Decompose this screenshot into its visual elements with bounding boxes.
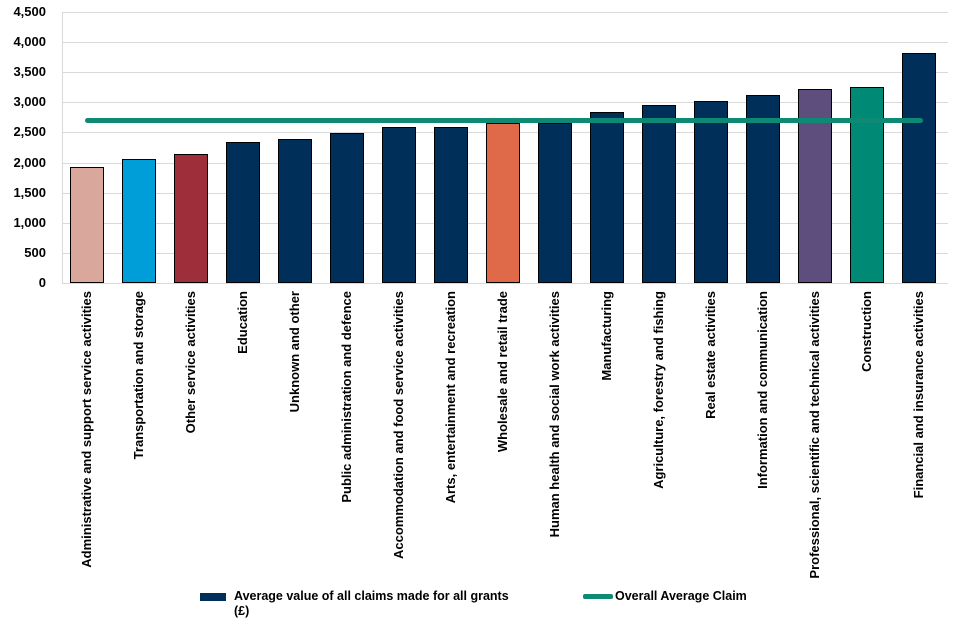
bar bbox=[746, 94, 780, 283]
y-axis-tick-label: 3,000 bbox=[13, 94, 46, 110]
x-axis-label: Financial and insurance activities bbox=[911, 291, 927, 499]
y-axis-tick-label: 3,500 bbox=[13, 64, 46, 80]
legend-line-label: Overall Average Claim bbox=[615, 589, 747, 603]
x-axis-label: Human health and social work activities bbox=[546, 291, 562, 538]
bar bbox=[173, 154, 208, 283]
legend-bar-label: Average value of all claims made for all… bbox=[234, 589, 509, 603]
x-axis-label: Unknown and other bbox=[286, 291, 302, 413]
x-axis-label: Education bbox=[234, 291, 250, 354]
x-axis-label: Other service activities bbox=[182, 291, 198, 434]
bar bbox=[381, 127, 416, 283]
line-series-swatch bbox=[583, 594, 613, 599]
bar bbox=[69, 167, 104, 283]
bar bbox=[589, 112, 624, 283]
bar bbox=[225, 142, 260, 283]
bar bbox=[277, 138, 312, 283]
y-axis-line bbox=[62, 12, 63, 283]
x-axis-label: Agriculture, forestry and fishing bbox=[650, 291, 666, 489]
x-axis-label: Wholesale and retail trade bbox=[494, 291, 510, 453]
bar bbox=[537, 122, 572, 283]
y-axis-tick-label: 2,000 bbox=[13, 154, 46, 170]
bar bbox=[433, 127, 468, 283]
legend-item-line: Overall Average Claim bbox=[583, 589, 747, 604]
y-axis-tick-label: 0 bbox=[38, 275, 46, 290]
y-axis-tick-label: 4,500 bbox=[13, 4, 46, 19]
gridline bbox=[62, 102, 948, 104]
bar bbox=[902, 53, 937, 283]
bar bbox=[850, 86, 885, 283]
gridline bbox=[62, 72, 948, 74]
y-axis-tick-label: 1,500 bbox=[13, 184, 46, 200]
gridline bbox=[62, 283, 948, 284]
x-axis-label: Public administration and defence bbox=[338, 291, 354, 503]
x-axis-label: Transportation and storage bbox=[130, 291, 146, 460]
legend-item-bars: Average value of all claims made for all… bbox=[200, 589, 509, 619]
x-axis-label: Professional, scientific and technical a… bbox=[807, 291, 823, 579]
x-axis-label: Construction bbox=[859, 291, 875, 372]
gridline bbox=[62, 12, 948, 13]
legend-bar-label-unit: (£) bbox=[234, 604, 250, 618]
x-axis-label: Accommodation and food service activitie… bbox=[390, 291, 406, 560]
x-axis-label: Manufacturing bbox=[598, 291, 614, 381]
bar bbox=[329, 133, 364, 283]
x-axis-label: Information and communication bbox=[755, 291, 770, 489]
average-line bbox=[84, 117, 924, 123]
y-axis-tick-label: 4,000 bbox=[13, 34, 46, 50]
bar bbox=[694, 100, 728, 283]
x-axis-label: Administrative and support service activ… bbox=[78, 291, 94, 568]
gridline bbox=[62, 42, 948, 44]
bar bbox=[641, 105, 676, 283]
bar-series-swatch bbox=[200, 593, 226, 601]
bar bbox=[485, 122, 520, 283]
bar bbox=[121, 158, 156, 283]
x-axis-label: Arts, entertainment and recreation bbox=[442, 291, 458, 504]
y-axis-tick-label: 1,000 bbox=[13, 214, 46, 230]
y-axis-tick-label: 500 bbox=[24, 244, 46, 260]
x-axis-label: Real estate activities bbox=[703, 291, 718, 419]
y-axis-tick-label: 2,500 bbox=[13, 124, 46, 140]
